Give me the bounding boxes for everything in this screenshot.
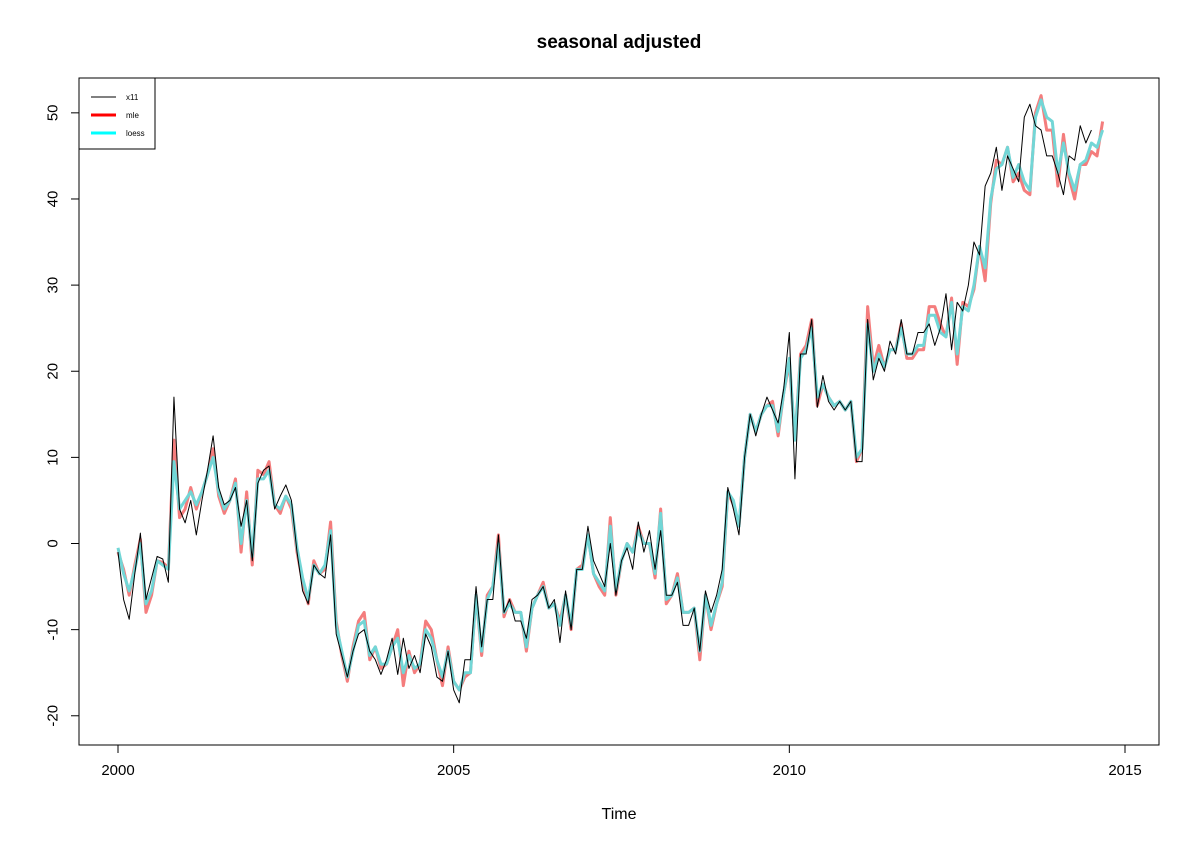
chart-title: seasonal adjusted [537, 32, 702, 53]
y-tick-label: 20 [45, 363, 62, 380]
y-axis: -20 -10 0 10 20 30 40 50 [45, 104, 80, 727]
y-tick-label: 40 [45, 191, 62, 208]
x-axis: 2000 2005 2010 2015 [101, 744, 1142, 779]
legend-label-x11: x11 [126, 93, 139, 102]
y-tick-label: -20 [45, 705, 62, 727]
x-axis-label: Time [602, 806, 637, 823]
legend: x11 mle loess [78, 77, 156, 150]
series-layer [116, 94, 1105, 704]
x-tick-label: 2015 [1108, 762, 1141, 779]
series-line-loess [116, 98, 1105, 692]
y-tick-label: 50 [45, 104, 62, 121]
plot-area [78, 77, 1160, 746]
legend-items: x11 mle loess [91, 93, 145, 138]
y-tick-label: 10 [45, 449, 62, 466]
y-tick-label: 30 [45, 277, 62, 294]
series-line-mle [116, 94, 1105, 692]
plot-frame [78, 77, 1160, 746]
y-tick-label: -10 [45, 619, 62, 641]
x-tick-label: 2010 [773, 762, 806, 779]
legend-box [78, 77, 156, 150]
x-tick-label: 2005 [437, 762, 470, 779]
legend-label-loess: loess [126, 129, 145, 138]
series-line-x11 [117, 103, 1092, 704]
legend-label-mle: mle [126, 111, 139, 120]
y-tick-label: 0 [45, 539, 62, 547]
x-tick-label: 2000 [101, 762, 134, 779]
